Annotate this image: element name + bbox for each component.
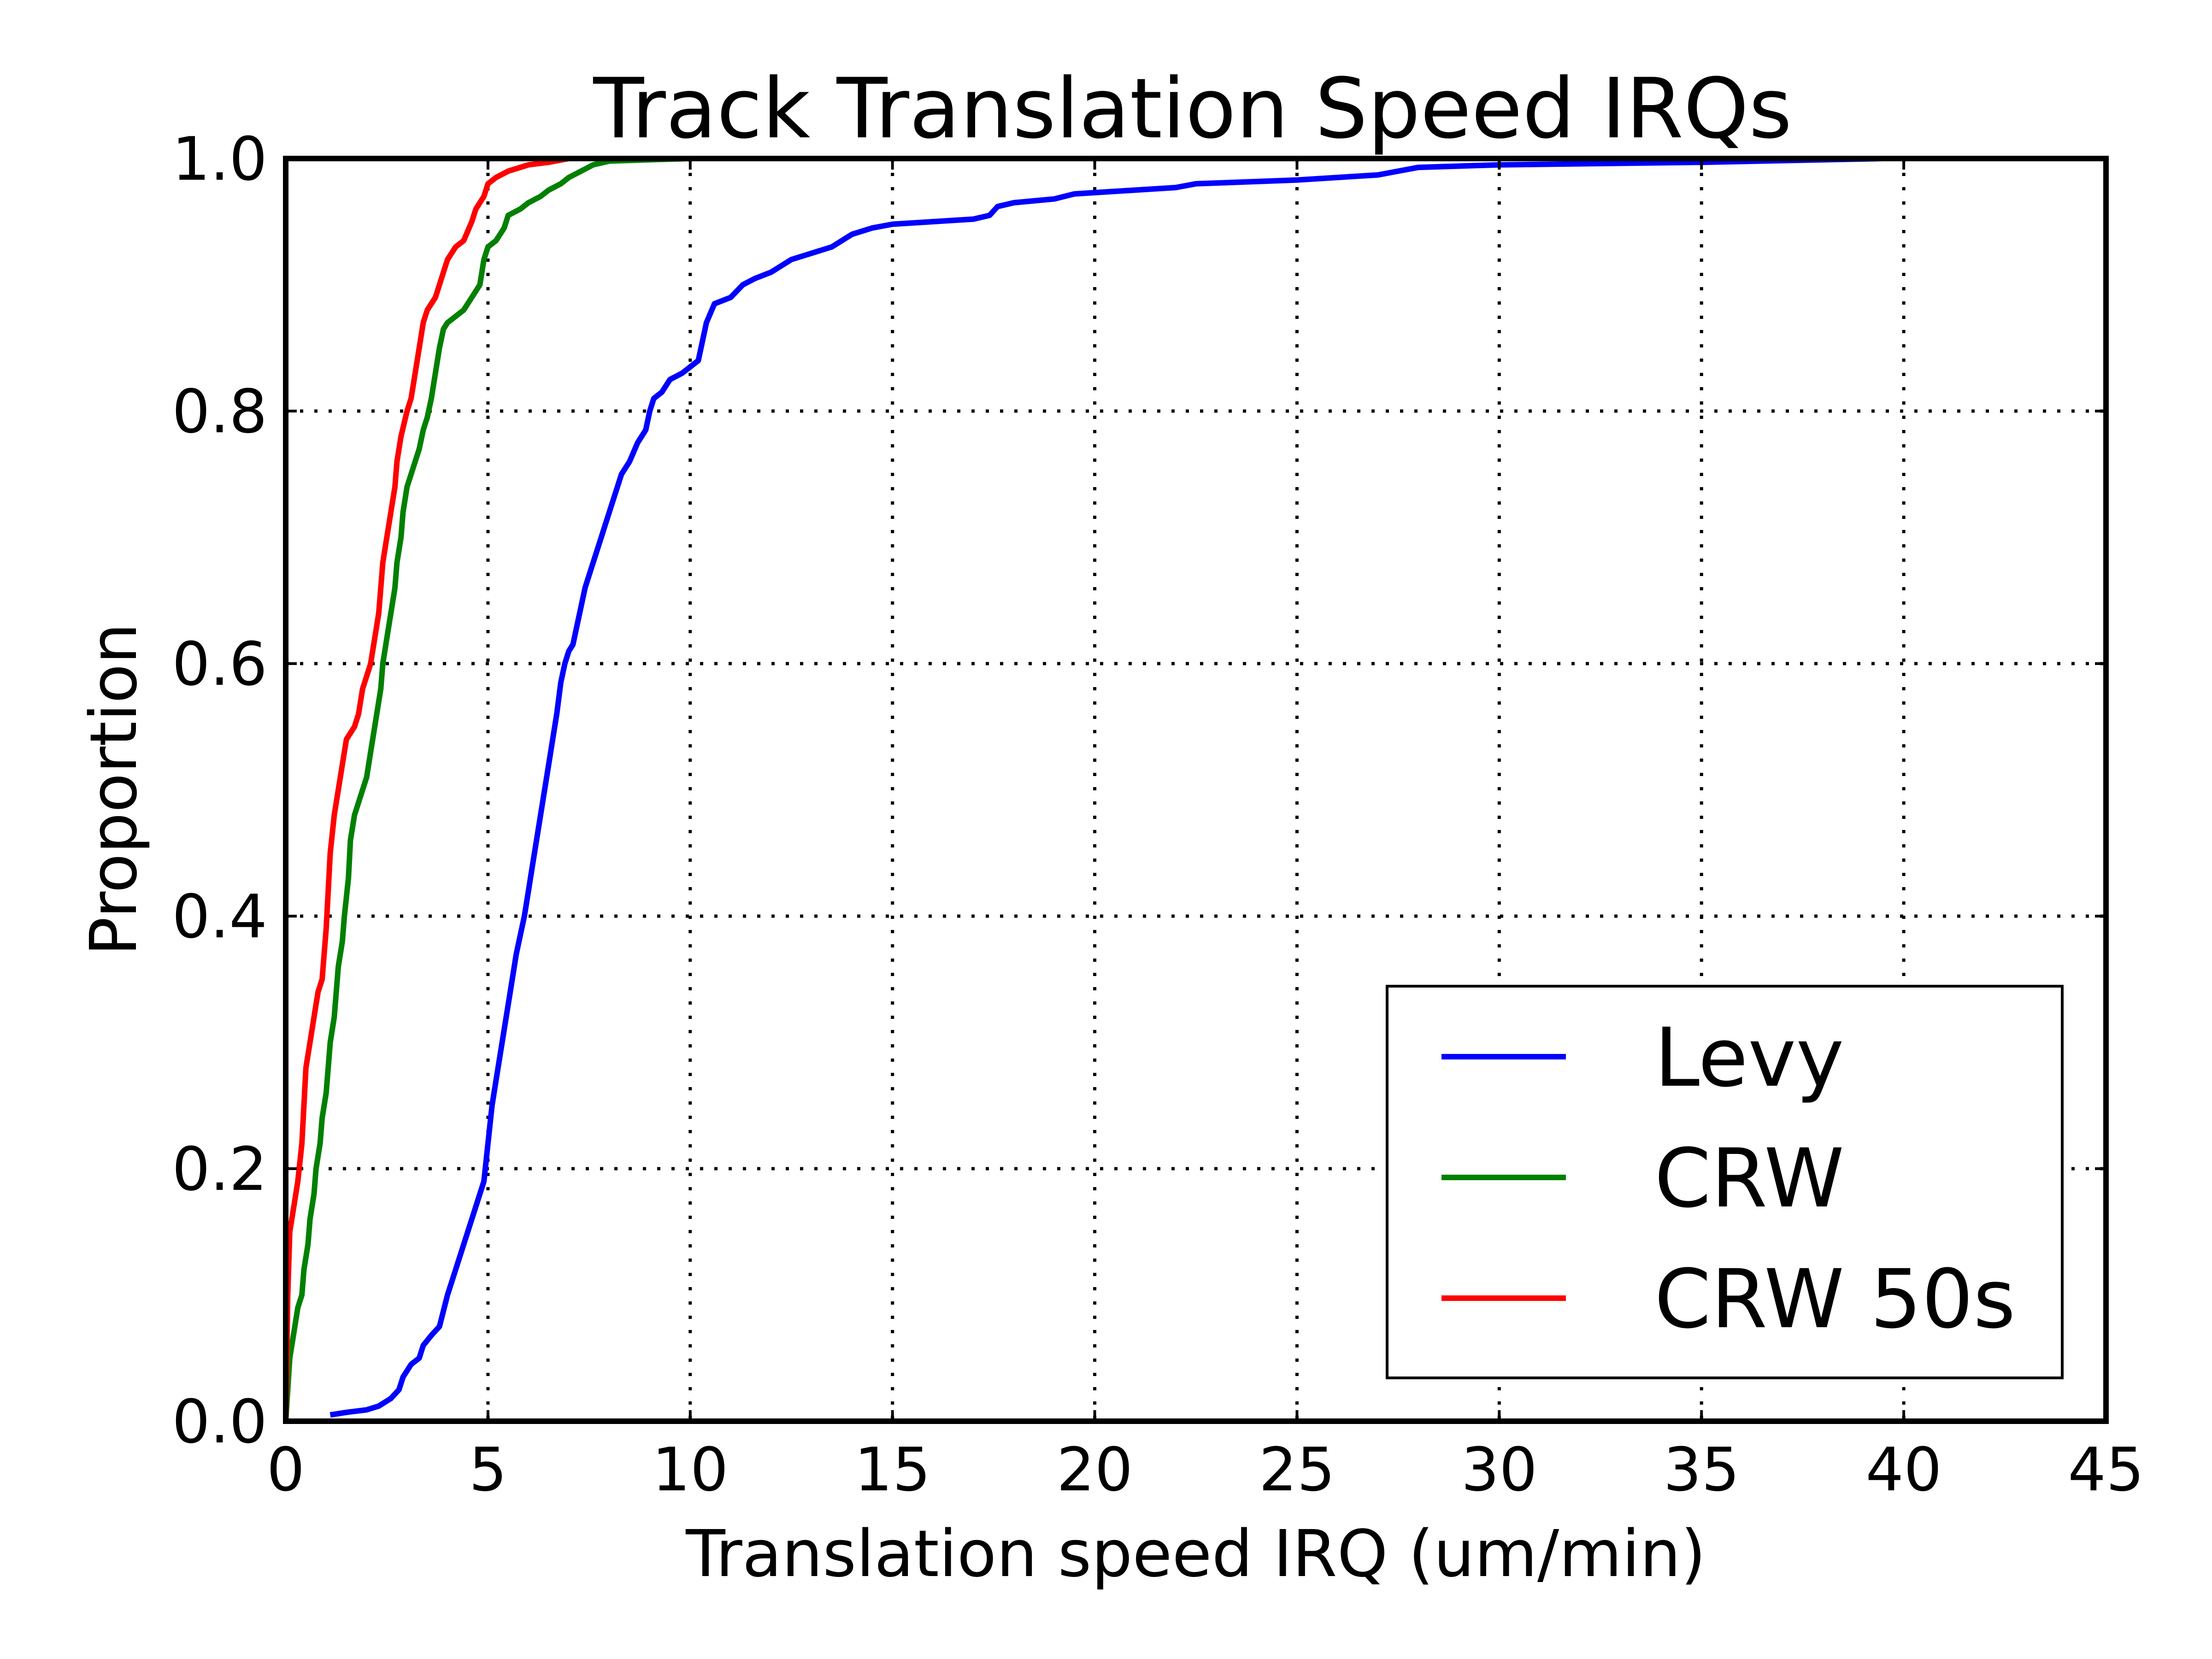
x-axis-tick-labels: 0 5 10 15 20 25 30 35 40 45 xyxy=(267,1435,2144,1505)
plot-area-frame xyxy=(283,156,2109,1424)
legend-label-crw: CRW xyxy=(1654,1131,1844,1226)
legend-label-levy: Levy xyxy=(1654,1011,1844,1105)
y-tick-label: 0.8 xyxy=(172,377,267,447)
series-lines xyxy=(283,156,1884,1422)
y-axis-tick-labels: 0.0 0.2 0.4 0.6 0.8 1.0 xyxy=(172,124,267,1457)
axis-ticks xyxy=(284,157,2107,1423)
x-tick-label: 20 xyxy=(1057,1435,1133,1505)
x-tick-label: 15 xyxy=(854,1435,930,1505)
x-tick-label: 25 xyxy=(1259,1435,1335,1505)
y-tick-label: 0.2 xyxy=(172,1134,267,1204)
x-tick-label: 40 xyxy=(1865,1435,1941,1505)
x-tick-label: 5 xyxy=(469,1435,507,1505)
x-tick-label: 35 xyxy=(1664,1435,1740,1505)
x-axis-label: Translation speed IRQ (um/min) xyxy=(685,1517,1706,1592)
series-line-levy xyxy=(329,156,1884,1418)
y-tick-label: 0.6 xyxy=(172,629,267,699)
x-tick-label: 0 xyxy=(267,1435,305,1505)
x-tick-label: 45 xyxy=(2068,1435,2144,1505)
x-tick-label: 30 xyxy=(1461,1435,1537,1505)
series-line-crw xyxy=(283,156,690,1422)
series-line-crw-50s xyxy=(283,156,570,1422)
chart-title: Track Translation Speed IRQs xyxy=(593,61,1792,157)
legend-label-crw-50s: CRW 50s xyxy=(1654,1252,2016,1347)
legend-box xyxy=(1386,985,2064,1379)
y-tick-label: 0.4 xyxy=(172,882,267,952)
x-tick-label: 10 xyxy=(652,1435,728,1505)
y-tick-label: 1.0 xyxy=(172,124,267,194)
y-axis-label: Proportion xyxy=(76,623,152,956)
y-tick-label: 0.0 xyxy=(172,1387,267,1457)
legend: Levy CRW CRW 50s xyxy=(1386,985,2064,1379)
